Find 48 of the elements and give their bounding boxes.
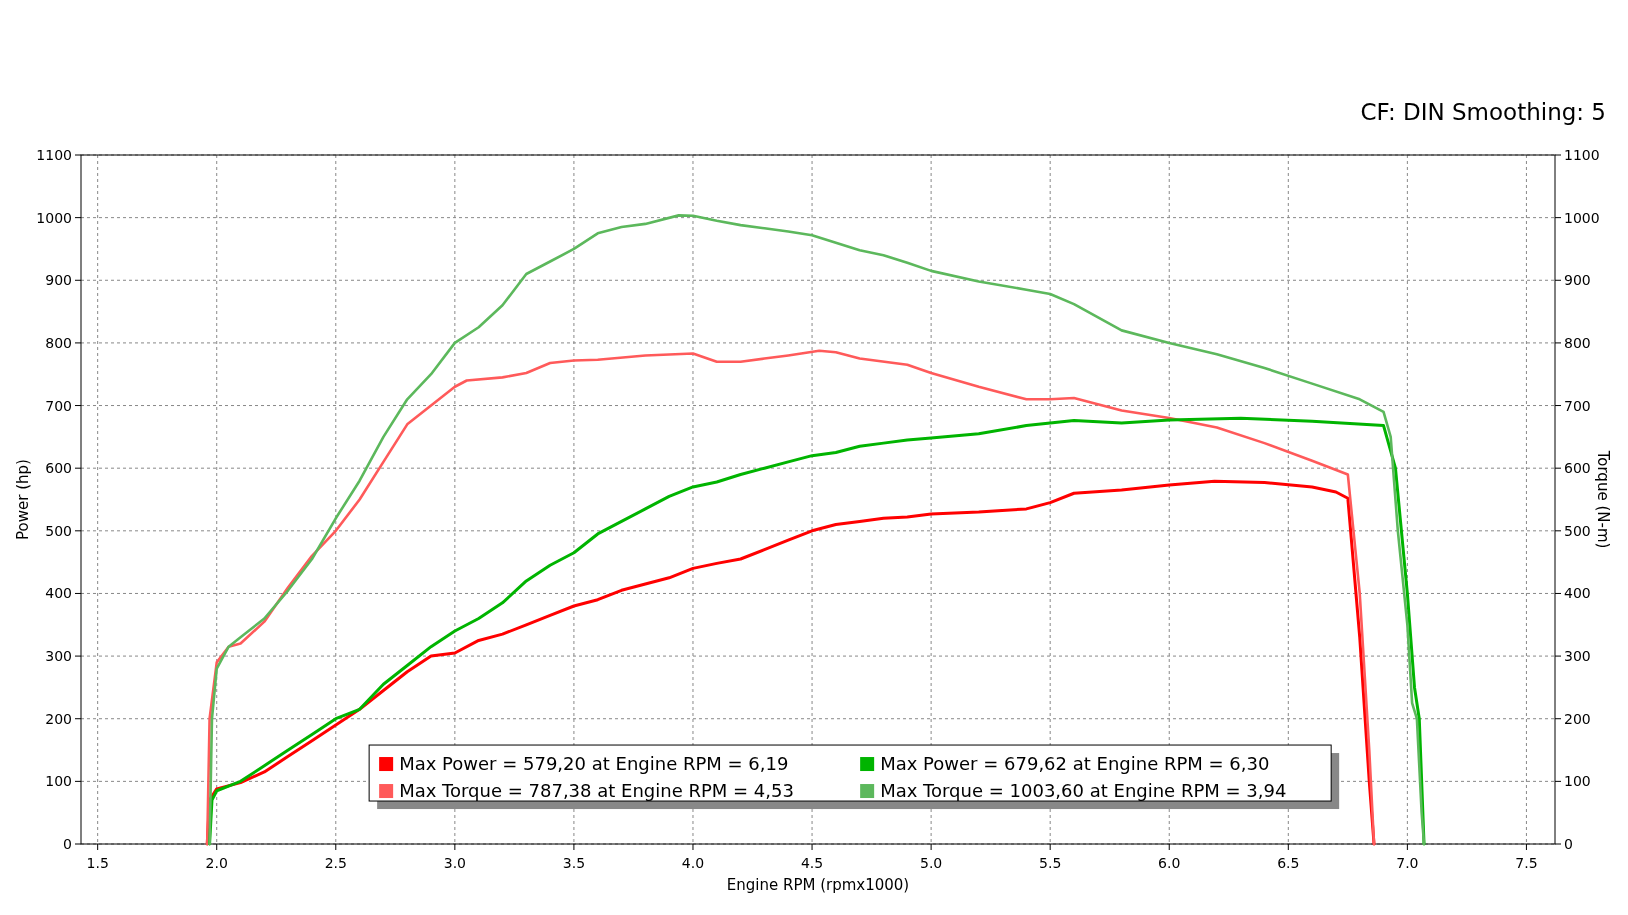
y-tick-label: 300 <box>45 648 72 665</box>
y-tick-label: 1000 <box>36 209 72 226</box>
legend-label: Max Torque = 1003,60 at Engine RPM = 3,94 <box>880 780 1287 802</box>
x-tick-label: 3.5 <box>562 855 586 871</box>
x-tick-label: 2.5 <box>324 855 347 871</box>
y2-tick-label: 700 <box>1564 397 1591 414</box>
x-axis-title: Engine RPM (rpmx1000) <box>726 876 910 894</box>
x-tick-label: 3.0 <box>443 855 466 871</box>
x-tick-label: 4.0 <box>681 855 705 871</box>
x-tick-label: 7.5 <box>1515 855 1538 871</box>
x-tick-label: 5.5 <box>1039 855 1062 871</box>
y2-tick-label: 300 <box>1564 648 1591 665</box>
y-axis-title: Power (hp) <box>14 459 32 540</box>
y2-tick-label: 200 <box>1564 710 1591 727</box>
x-tick-label: 6.0 <box>1158 855 1181 871</box>
y2-tick-label: 1000 <box>1564 209 1600 226</box>
legend-label: Max Power = 679,62 at Engine RPM = 6,30 <box>880 753 1270 775</box>
y2-tick-label: 600 <box>1564 460 1591 477</box>
y-tick-label: 900 <box>45 272 72 289</box>
x-tick-label: 4.5 <box>800 855 824 871</box>
y-tick-label: 100 <box>45 773 72 790</box>
y-tick-label: 200 <box>45 710 72 727</box>
y-tick-label: 600 <box>45 460 72 477</box>
y-tick-label: 500 <box>45 522 72 539</box>
line-series <box>205 349 1376 846</box>
text: CF: DIN Smoothing: 5 <box>1360 99 1606 125</box>
y2-tick-label: 0 <box>1564 836 1573 852</box>
y2-axis-title: Torque (N-m) <box>1594 449 1612 549</box>
line-series <box>208 214 1426 846</box>
y-tick-label: 400 <box>45 585 72 602</box>
y-tick-label: 0 <box>63 836 72 852</box>
y2-tick-label: 1100 <box>1564 147 1600 163</box>
x-tick-label: 1.5 <box>86 855 109 871</box>
x-tick-label: 6.5 <box>1277 855 1300 871</box>
y2-tick-label: 400 <box>1564 585 1591 602</box>
legend-label: Max Power = 579,20 at Engine RPM = 6,19 <box>399 753 789 775</box>
legend-label: Max Torque = 787,38 at Engine RPM = 4,53 <box>399 780 794 802</box>
x-tick-label: 7.0 <box>1396 855 1419 871</box>
y-tick-label: 1100 <box>36 147 72 163</box>
y2-tick-label: 900 <box>1564 272 1591 289</box>
y2-tick-label: 800 <box>1564 334 1591 351</box>
line-series <box>208 416 1426 846</box>
y-tick-label: 800 <box>45 334 72 351</box>
x-tick-label: 5.0 <box>919 855 943 871</box>
y2-tick-label: 500 <box>1564 522 1591 539</box>
x-tick-label: 2.0 <box>205 855 228 871</box>
y2-tick-label: 100 <box>1564 773 1591 790</box>
y-tick-label: 700 <box>45 397 72 414</box>
